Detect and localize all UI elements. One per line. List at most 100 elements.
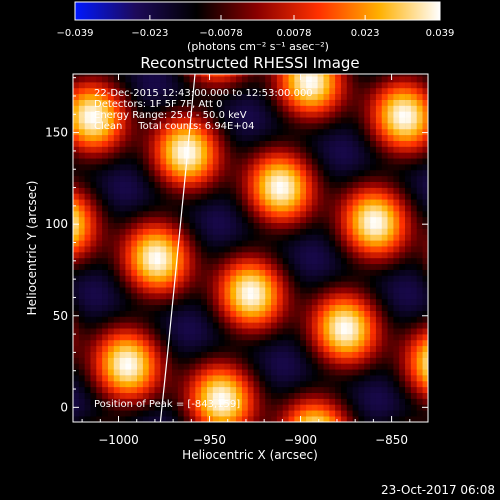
heatmap-cell [358, 252, 365, 259]
heatmap-cell [107, 211, 115, 218]
heatmap-cell [131, 392, 138, 399]
heatmap-cell [265, 298, 272, 306]
heatmap-cell [212, 111, 219, 118]
heatmap-cell [300, 275, 307, 282]
heatmap-cell [352, 152, 359, 159]
heatmap-cell [346, 386, 353, 393]
heatmap-cell [399, 87, 406, 95]
heatmap-cell [183, 345, 190, 352]
heatmap-cell [335, 380, 342, 388]
heatmap-cell [113, 152, 120, 159]
heatmap-cell [375, 322, 383, 329]
heatmap-cell [236, 187, 243, 194]
heatmap-cell [410, 82, 418, 89]
heatmap-cell [96, 240, 103, 247]
heatmap-cell [387, 339, 394, 347]
heatmap-cell [78, 357, 85, 364]
heatmap-cell [142, 304, 150, 311]
heatmap-cell [335, 76, 342, 83]
heatmap-cell [107, 216, 115, 224]
heatmap-cell [288, 74, 295, 77]
heatmap-cell [142, 275, 150, 282]
heatmap-cell [329, 74, 336, 77]
heatmap-cell [259, 87, 266, 95]
heatmap-cell [183, 322, 190, 329]
heatmap-cell [410, 252, 418, 259]
heatmap-cell [364, 375, 371, 382]
heatmap-cell [422, 146, 428, 153]
heatmap-cell [195, 164, 202, 171]
heatmap-cell [346, 392, 353, 399]
heatmap-cell [84, 222, 91, 229]
heatmap-cell [107, 392, 115, 399]
heatmap-cell [90, 193, 97, 200]
heatmap-cell [78, 228, 85, 235]
heatmap-cell [84, 328, 91, 335]
heatmap-cell [177, 334, 184, 341]
heatmap-cell [154, 363, 161, 370]
heatmap-cell [340, 416, 348, 422]
heatmap-cell [364, 152, 371, 159]
heatmap-cell [241, 345, 249, 352]
heatmap-cell [183, 164, 190, 171]
heatmap-cell [166, 234, 173, 241]
heatmap-cell [410, 263, 418, 270]
heatmap-cell [253, 187, 260, 194]
heatmap-cell [375, 263, 383, 270]
heatmap-cell [236, 369, 243, 376]
heatmap-cell [317, 211, 324, 218]
heatmap-cell [172, 293, 179, 300]
heatmap-cell [102, 310, 109, 317]
heatmap-cell [113, 134, 120, 141]
heatmap-cell [113, 117, 120, 124]
heatmap-cell [177, 246, 184, 253]
heatmap-cell [352, 93, 359, 100]
heatmap-cell [370, 369, 377, 376]
heatmap-cell [230, 416, 237, 422]
heatmap-cell [206, 246, 214, 253]
heatmap-cell [422, 164, 428, 171]
heatmap-cell [142, 252, 150, 259]
heatmap-cell [265, 380, 272, 388]
heatmap-cell [323, 351, 330, 358]
heatmap-cell [399, 316, 406, 323]
heatmap-cell [73, 298, 80, 306]
heatmap-cell [340, 263, 348, 270]
heatmap-cell [107, 416, 115, 422]
heatmap-cell [288, 193, 295, 200]
heatmap-cell [142, 351, 150, 358]
heatmap-cell [224, 105, 231, 112]
heatmap-cell [84, 246, 91, 253]
heatmap-cell [358, 375, 365, 382]
heatmap-cell [375, 334, 383, 341]
heatmap-cell [352, 398, 359, 405]
heatmap-cell [201, 398, 208, 405]
heatmap-cell [352, 140, 359, 147]
heatmap-cell [352, 351, 359, 358]
heatmap-cell [206, 76, 214, 83]
heatmap-cell [224, 87, 231, 95]
heatmap-cell [160, 363, 167, 370]
heatmap-cell [346, 263, 353, 270]
heatmap-cell [375, 257, 383, 265]
heatmap-cell [375, 339, 383, 347]
heatmap-cell [265, 269, 272, 276]
heatmap-cell [247, 298, 254, 306]
heatmap-cell [206, 410, 214, 417]
heatmap-cell [265, 222, 272, 229]
heatmap-cell [206, 375, 214, 382]
heatmap-cell [125, 246, 132, 253]
heatmap-cell [323, 199, 330, 206]
heatmap-cell [422, 111, 428, 118]
heatmap-cell [329, 158, 336, 165]
heatmap-cell [329, 193, 336, 200]
heatmap-cell [241, 76, 249, 83]
heatmap-cell [142, 392, 150, 399]
heatmap-cell [393, 152, 400, 159]
heatmap-cell [358, 93, 365, 100]
heatmap-cell [410, 416, 418, 422]
heatmap-cell [276, 263, 284, 270]
heatmap-cell [230, 93, 237, 100]
heatmap-cell [370, 152, 377, 159]
heatmap-cell [119, 269, 126, 276]
